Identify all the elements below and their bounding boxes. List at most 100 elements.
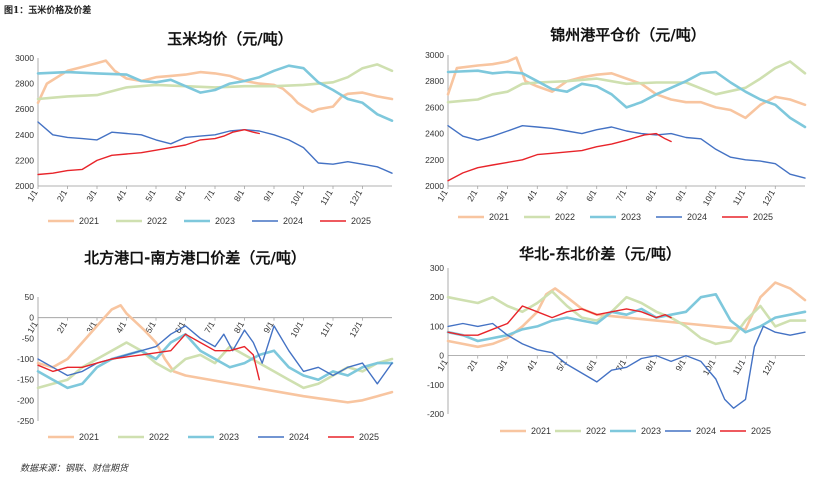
series-line-2022	[446, 60, 807, 104]
x-tick-label: 4/1	[524, 357, 539, 372]
legend-label: 2022	[555, 212, 575, 222]
series-line-2023	[36, 332, 394, 390]
legend-label: 2023	[215, 216, 235, 226]
y-tick-label: 2400	[425, 129, 444, 139]
legend-label: 2022	[149, 432, 169, 442]
series-line-2022	[36, 63, 394, 101]
y-tick-label: 2800	[15, 79, 34, 89]
y-tick-label: -250	[17, 416, 34, 426]
x-tick-label: 7/1	[202, 188, 217, 203]
series-line-2025	[37, 333, 260, 381]
x-tick-label: 7/1	[614, 188, 629, 203]
series-line-2022	[446, 290, 807, 346]
series-line-2025	[447, 132, 672, 182]
x-tick-label: 4/1	[524, 188, 539, 203]
y-tick-label: 3000	[425, 50, 444, 60]
x-tick-label: 2/1	[55, 319, 70, 334]
x-tick-label: 11/1	[731, 188, 748, 207]
legend-label: 2023	[621, 212, 641, 222]
x-tick-label: 3/1	[495, 188, 510, 203]
y-tick-label: 2600	[15, 104, 34, 114]
y-tick-label: -100	[427, 380, 444, 390]
legend-label: 2021	[489, 212, 509, 222]
y-tick-label: -50	[22, 333, 35, 343]
legend-label: 2021	[79, 216, 99, 226]
chart-title: 玉米均价（元/吨）	[167, 30, 292, 48]
legend-label: 2024	[696, 426, 716, 436]
x-tick-label: 6/1	[584, 188, 599, 203]
y-tick-label: -200	[17, 395, 34, 405]
x-tick-label: 11/1	[318, 319, 335, 338]
series-line-2024	[447, 124, 806, 179]
series-line-2021	[36, 59, 394, 114]
x-tick-label: 4/1	[114, 188, 129, 203]
x-tick-label: 12/1	[347, 188, 364, 208]
legend-label: 2021	[79, 432, 99, 442]
x-tick-label: 8/1	[643, 188, 658, 203]
legend-label: 2021	[531, 426, 551, 436]
x-tick-label: 3/1	[495, 357, 510, 372]
y-tick-label: 2200	[15, 155, 34, 165]
chart-title: 北方港口-南方港口价差（元/吨）	[84, 249, 306, 267]
y-tick-label: 0	[29, 313, 34, 323]
y-tick-label: 0	[439, 351, 444, 361]
y-tick-label: 100	[430, 321, 444, 331]
series-line-2024	[37, 121, 393, 174]
y-tick-label: 200	[430, 292, 444, 302]
x-tick-label: 12/1	[347, 319, 364, 339]
series-line-2023	[36, 64, 394, 122]
y-tick-label: 2800	[425, 76, 444, 86]
y-tick-label: -200	[427, 409, 444, 419]
x-tick-label: 4/1	[114, 319, 129, 334]
x-tick-label: 10/1	[701, 188, 718, 208]
chart-panel-3: 北方港口-南方港口价差（元/吨）-250-200-150-100-500501/…	[17, 249, 394, 442]
x-tick-label: 6/1	[584, 357, 599, 372]
legend-label: 2022	[586, 426, 606, 436]
x-tick-label: 2/1	[465, 357, 480, 372]
figure-label: 图1：玉米价格及价差	[4, 6, 92, 16]
x-tick-label: 8/1	[232, 319, 247, 334]
legend-label: 2023	[641, 426, 661, 436]
y-tick-label: -100	[17, 354, 34, 364]
series-line-2021	[36, 303, 394, 404]
legend-label: 2025	[753, 212, 773, 222]
legend-label: 2024	[289, 432, 309, 442]
y-tick-label: 2000	[425, 181, 444, 191]
legend-label: 2023	[219, 432, 239, 442]
legend-label: 2024	[687, 212, 707, 222]
x-tick-label: 11/1	[318, 188, 335, 207]
y-tick-label: 2200	[425, 155, 444, 165]
chart-title: 锦州港平仓价（元/吨）	[550, 26, 705, 44]
legend-label: 2022	[147, 216, 167, 226]
chart-title: 华北-东北价差（元/吨）	[519, 245, 681, 263]
x-tick-label: 10/1	[288, 188, 305, 208]
legend-label: 2025	[751, 426, 771, 436]
y-tick-label: 2000	[15, 181, 34, 191]
legend-label: 2024	[283, 216, 303, 226]
x-tick-label: 6/1	[173, 188, 188, 203]
series-line-2025	[37, 128, 260, 176]
x-tick-label: 12/1	[760, 357, 777, 377]
x-tick-label: 8/1	[232, 188, 247, 203]
x-tick-label: 8/1	[643, 357, 658, 372]
data-source-note: 数据来源：钢联、财信期货	[20, 464, 129, 474]
y-tick-label: 2400	[15, 130, 34, 140]
x-tick-label: 7/1	[202, 319, 217, 334]
x-tick-label: 9/1	[261, 188, 276, 203]
x-tick-label: 5/1	[554, 188, 569, 203]
x-tick-label: 2/1	[465, 188, 480, 203]
series-line-2025	[447, 305, 672, 336]
x-tick-label: 11/1	[731, 357, 748, 376]
x-tick-label: 5/1	[143, 188, 158, 203]
series-line-2021	[446, 56, 807, 120]
x-tick-label: 9/1	[673, 188, 688, 203]
x-tick-label: 12/1	[760, 188, 777, 208]
x-tick-label: 10/1	[701, 357, 718, 377]
y-tick-label: 2600	[425, 102, 444, 112]
series-line-2024	[447, 322, 806, 409]
y-tick-label: 50	[25, 292, 35, 302]
series-line-2023	[446, 69, 807, 129]
